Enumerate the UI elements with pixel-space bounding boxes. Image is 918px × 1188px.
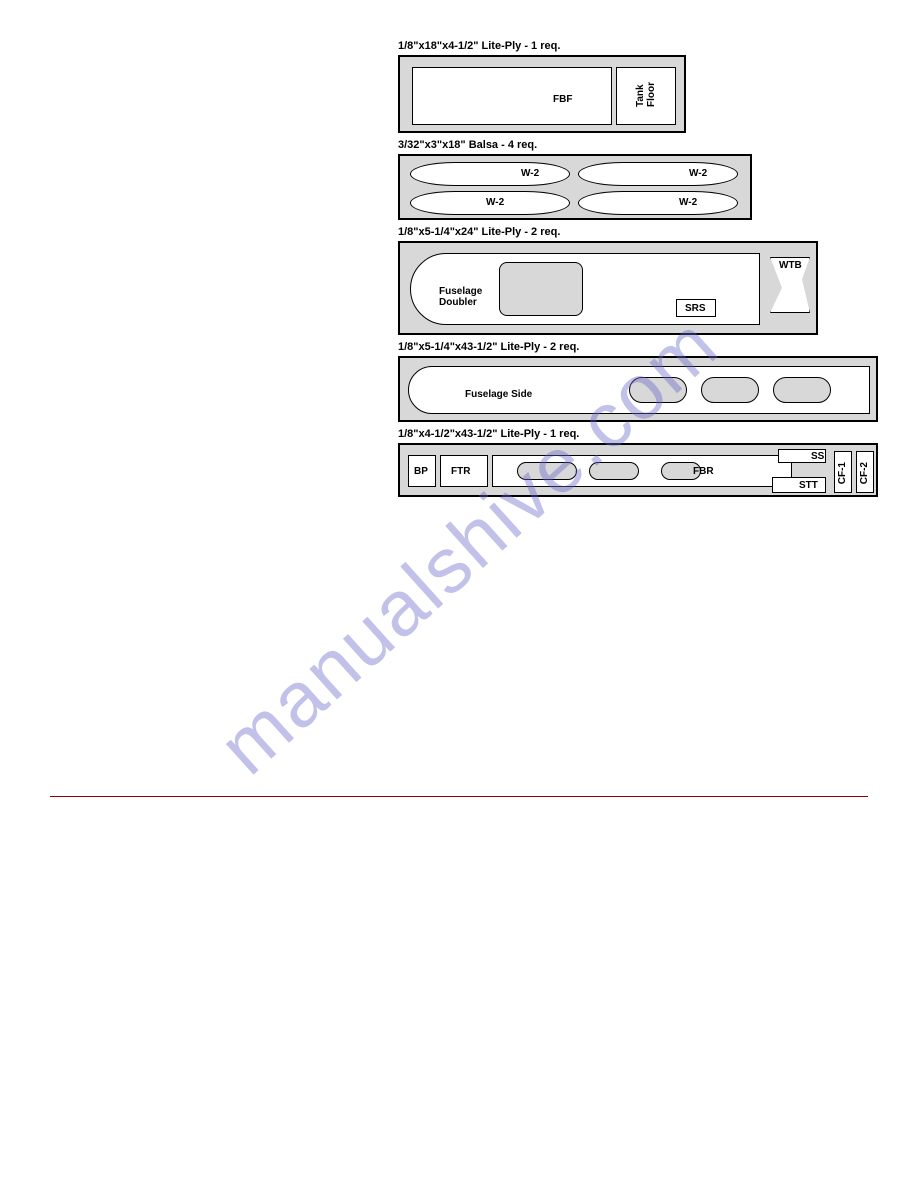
ftr-label: FTR	[451, 466, 470, 477]
sheet-label-2: 1/8"x5-1/4"x24" Lite-Ply - 2 req.	[398, 226, 878, 238]
sheet-3: Fuselage Side	[398, 356, 878, 422]
sheet-label-3: 1/8"x5-1/4"x43-1/2" Lite-Ply - 2 req.	[398, 341, 878, 353]
wtb-label: WTB	[779, 260, 802, 271]
w2-3: W-2	[410, 191, 570, 215]
sheet-label-0: 1/8"x18"x4-1/2" Lite-Ply - 1 req.	[398, 40, 878, 52]
fbf-label: FBF	[553, 94, 572, 105]
fbr-label: FBR	[693, 466, 714, 477]
ftr: FTR	[440, 455, 488, 487]
cf1: CF-1	[834, 451, 852, 493]
cf2-label: CF-2	[859, 462, 870, 484]
fuselage-side-label: Fuselage Side	[465, 389, 532, 400]
sheet-group-1: 3/32"x3"x18" Balsa - 4 req. W-2 W-2 W-2 W-2	[398, 139, 878, 220]
sheet-group-3: 1/8"x5-1/4"x43-1/2" Lite-Ply - 2 req. Fus…	[398, 341, 878, 422]
ss-label: SS	[811, 451, 824, 462]
tank-floor: Tank Floor	[616, 67, 676, 125]
sheet-label-4: 1/8"x4-1/2"x43-1/2" Lite-Ply - 1 req.	[398, 428, 878, 440]
stt: STT	[772, 477, 826, 493]
sheet-2: Fuselage Doubler SRS WTB	[398, 241, 818, 335]
diagram-content: 1/8"x18"x4-1/2" Lite-Ply - 1 req. FBF Tank…	[398, 40, 878, 503]
sheet-group-2: 1/8"x5-1/4"x24" Lite-Ply - 2 req. Fuselag…	[398, 226, 878, 335]
ss: SS	[778, 449, 826, 463]
w2-1-label: W-2	[521, 168, 539, 179]
w2-2-label: W-2	[689, 168, 707, 179]
section-divider	[50, 796, 868, 797]
bp: BP	[408, 455, 436, 487]
sheet-0: FBF Tank Floor	[398, 55, 686, 133]
srs: SRS	[676, 299, 716, 317]
w2-3-label: W-2	[486, 197, 504, 208]
fuselage-side: Fuselage Side	[408, 366, 870, 414]
w2-2: W-2	[578, 162, 738, 186]
sheet-label-1: 3/32"x3"x18" Balsa - 4 req.	[398, 139, 878, 151]
sheet-group-4: 1/8"x4-1/2"x43-1/2" Lite-Ply - 1 req. BP F…	[398, 428, 878, 497]
bp-label: BP	[414, 466, 428, 477]
fuselage-doubler-label: Fuselage Doubler	[439, 286, 482, 308]
w2-1: W-2	[410, 162, 570, 186]
stt-label: STT	[799, 480, 818, 491]
w2-4-label: W-2	[679, 197, 697, 208]
fbr: FBR	[492, 455, 792, 487]
sheet-1: W-2 W-2 W-2 W-2	[398, 154, 752, 220]
wtb: WTB	[770, 257, 810, 313]
w2-4: W-2	[578, 191, 738, 215]
srs-label: SRS	[685, 303, 706, 314]
sheet-group-0: 1/8"x18"x4-1/2" Lite-Ply - 1 req. FBF Tank…	[398, 40, 878, 133]
sheet-4: BP FTR FBR SS STT CF-1 CF-2	[398, 443, 878, 497]
fbf: FBF	[412, 67, 612, 125]
cf1-label: CF-1	[837, 462, 848, 484]
cf2: CF-2	[856, 451, 874, 493]
tank-floor-label: Tank Floor	[635, 82, 657, 107]
